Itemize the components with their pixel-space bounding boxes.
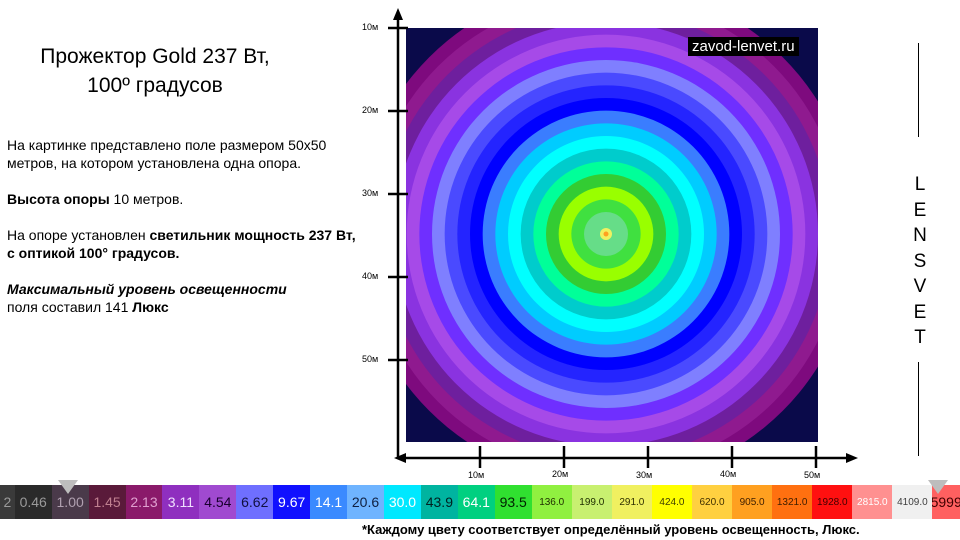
y-tick-label: 40м xyxy=(362,271,379,281)
brand-badge: zavod-lenvet.ru xyxy=(688,37,799,56)
vertical-brand-letter: V xyxy=(913,276,927,297)
x-tick-label: 20м xyxy=(552,469,569,479)
scale-cell: 4109.0 xyxy=(892,485,933,519)
y-tick-label: 50м xyxy=(362,354,379,364)
luminaire-bold: светильник мощность 237 Вт, с оптикой 10… xyxy=(7,227,356,261)
vertical-brand-letter: L xyxy=(914,174,926,195)
scale-cell: 30.0 xyxy=(383,485,421,519)
x-tick-label: 30м xyxy=(636,470,653,480)
scale-cell: 3.11 xyxy=(162,485,200,519)
x-ticks xyxy=(478,446,818,468)
title-line-2: 100º градусов xyxy=(87,74,223,97)
scale-cell: 1321.0 xyxy=(772,485,813,519)
title-line-1: Прожектор Gold 237 Вт, xyxy=(40,45,270,68)
description-luminaire: На опоре установлен светильник мощность … xyxy=(7,226,357,262)
x-tick-label: 10м xyxy=(468,470,485,480)
luminaire-pre: На опоре установлен xyxy=(7,227,150,243)
scale-cell: 43.9 xyxy=(420,485,458,519)
scale-cell: 905.0 xyxy=(732,485,773,519)
scale-cell: 2 xyxy=(0,485,15,519)
scale-cell: 291.0 xyxy=(611,485,652,519)
y-tick-label: 30м xyxy=(362,188,379,198)
vertical-line-top xyxy=(918,43,919,137)
scale-cell: 2.13 xyxy=(125,485,163,519)
vertical-line-bottom xyxy=(918,362,919,456)
scale-cell: 6.62 xyxy=(236,485,274,519)
scale-cell: 136.0 xyxy=(531,485,572,519)
y-tick-label: 20м xyxy=(362,105,379,115)
scale-cell: 424.0 xyxy=(651,485,692,519)
scale-cell: 93.5 xyxy=(494,485,532,519)
scale-cell: 0.46 xyxy=(14,485,52,519)
description-max: Максимальный уровень освещенности поля со… xyxy=(7,280,357,316)
vertical-brand-letter: N xyxy=(913,225,927,246)
vertical-brand-letter: T xyxy=(914,327,926,348)
description-field: На картинке представлено поле размером 5… xyxy=(7,137,327,171)
description: На картинке представлено поле размером 5… xyxy=(7,136,357,334)
vertical-brand-letter: E xyxy=(913,199,927,221)
footnote: *Каждому цвету соответствует определённы… xyxy=(362,522,860,537)
height-label: Высота опоры xyxy=(7,191,110,207)
x-tick-label: 40м xyxy=(720,469,737,479)
x-tick-label: 50м xyxy=(804,470,821,480)
x-axis-arrow xyxy=(846,453,858,463)
scale-cell: 2815.0 xyxy=(852,485,893,519)
scale-cell: 199.0 xyxy=(571,485,612,519)
vertical-brand-letter: S xyxy=(913,250,927,272)
max-pre: поля составил 141 xyxy=(7,299,133,315)
description-height: Высота опоры 10 метров. xyxy=(7,190,357,208)
height-value: 10 метров. xyxy=(109,191,184,207)
page-title: Прожектор Gold 237 Вт, 100º градусов xyxy=(0,42,310,100)
scale-cell: 1928.0 xyxy=(812,485,853,519)
max-unit: Люкс xyxy=(132,299,169,315)
scale-cell: 1.45 xyxy=(88,485,126,519)
scale-cell: 620.0 xyxy=(691,485,733,519)
scale-cell: 14.1 xyxy=(310,485,348,519)
luminaire-center xyxy=(603,231,609,237)
scale-cell: 9.67 xyxy=(273,485,311,519)
y-tick-label: 10м xyxy=(362,22,379,32)
y-axis-arrow xyxy=(393,8,403,20)
y-ticks xyxy=(388,26,408,362)
illuminance-rings xyxy=(406,28,818,442)
scale-cell: 4.54 xyxy=(199,485,237,519)
x-axis-arrow-left xyxy=(394,453,406,463)
scale-cell: 20.6 xyxy=(347,485,384,519)
scale-marker-right xyxy=(928,480,948,494)
scale-marker-left xyxy=(58,480,78,494)
max-label: Максимальный уровень освещенности xyxy=(7,281,287,297)
color-scale: 2 0.46 1.00 1.45 2.13 3.11 4.54 6.62 9.67 14.1 20.… xyxy=(0,485,960,519)
vertical-brand-letter: E xyxy=(913,301,927,323)
scale-cell: 64.1 xyxy=(457,485,495,519)
